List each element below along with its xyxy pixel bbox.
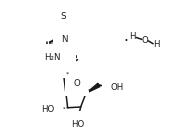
Text: *: *: [88, 88, 91, 93]
Text: HO: HO: [41, 105, 54, 114]
Text: H: H: [153, 40, 160, 49]
Text: O: O: [142, 36, 148, 45]
Text: N: N: [61, 55, 68, 64]
Text: H: H: [130, 32, 136, 41]
Text: N: N: [61, 35, 68, 44]
Text: S: S: [60, 12, 66, 21]
Text: H₂N: H₂N: [44, 53, 61, 62]
Text: ·: ·: [123, 34, 128, 49]
Text: N: N: [60, 61, 66, 70]
Text: HN: HN: [63, 38, 76, 47]
Text: *: *: [66, 71, 69, 76]
Polygon shape: [86, 83, 100, 93]
Text: O: O: [74, 79, 80, 88]
Text: OH: OH: [110, 83, 124, 92]
Text: HO: HO: [71, 120, 84, 128]
Polygon shape: [62, 60, 66, 77]
